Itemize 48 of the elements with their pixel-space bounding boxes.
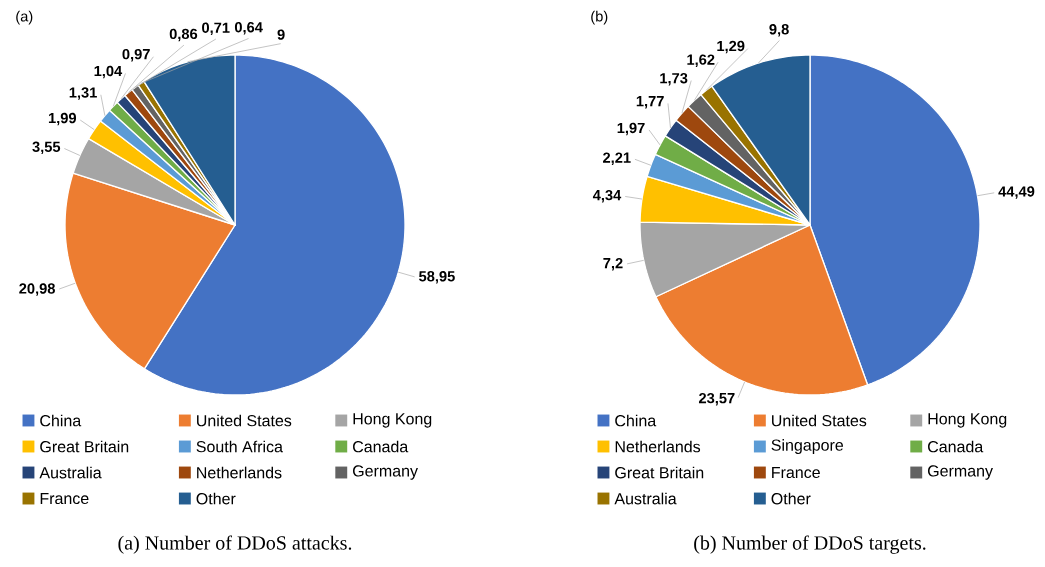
legend-label: Netherlands — [197, 466, 282, 479]
legend-label: South Africa — [196, 440, 283, 453]
data-label: 1,29 — [717, 40, 745, 54]
data-label: 1,62 — [687, 54, 715, 67]
data-label: 4,34 — [592, 189, 622, 203]
data-label: 1,04 — [94, 65, 123, 79]
legend-label: Canada — [353, 440, 409, 453]
legend-label: United States — [772, 414, 867, 427]
legend-label: Great Britain — [40, 440, 129, 453]
legend-label: France — [772, 466, 820, 479]
data-label: 0,86 — [169, 28, 198, 42]
data-label: 0,71 — [202, 22, 230, 36]
legend-label: France — [40, 492, 89, 505]
legend-label: Germany — [928, 465, 993, 480]
data-label: 0,97 — [122, 48, 150, 62]
data-label: 9,8 — [769, 24, 789, 37]
legend-label: Australia — [614, 492, 677, 505]
data-label: 1,73 — [660, 73, 688, 86]
data-label: 1,99 — [48, 112, 77, 126]
data-label: 44,49 — [998, 186, 1035, 199]
chart-title: (a) — [16, 10, 33, 25]
data-label: 7,2 — [603, 257, 623, 271]
data-label: 9 — [277, 29, 285, 40]
legend-label: Netherlands — [615, 440, 701, 453]
legend-label: China — [40, 414, 82, 427]
data-label: 3,55 — [32, 141, 61, 155]
data-label: 23,57 — [698, 392, 735, 406]
legend-label: Other — [196, 492, 236, 505]
legend-label: Australia — [39, 466, 102, 479]
text: (a) Number of DDoS attacks. — [118, 535, 352, 554]
data-label: 0,64 — [234, 22, 263, 35]
legend-label: Great Britain — [615, 466, 704, 479]
text: (b) Number of DDoS targets. — [694, 535, 926, 554]
legend-label: Hong Kong — [353, 413, 432, 428]
data-label: 1,77 — [636, 96, 664, 109]
data-label: 2,21 — [603, 152, 631, 165]
legend-label: Singapore — [771, 439, 844, 454]
legend-label: United States — [197, 414, 292, 427]
data-label: 20,98 — [19, 283, 55, 296]
data-label: 1,97 — [617, 122, 645, 136]
chart-title: (b) — [591, 10, 608, 25]
legend-label: Hong Kong — [928, 413, 1007, 428]
legend-label: Canada — [928, 440, 984, 453]
legend-label: China — [615, 414, 657, 427]
legend-label: Other — [771, 492, 811, 505]
data-label: 58,95 — [419, 271, 455, 284]
legend-label: Germany — [353, 465, 418, 480]
data-label: 1,31 — [69, 87, 97, 100]
